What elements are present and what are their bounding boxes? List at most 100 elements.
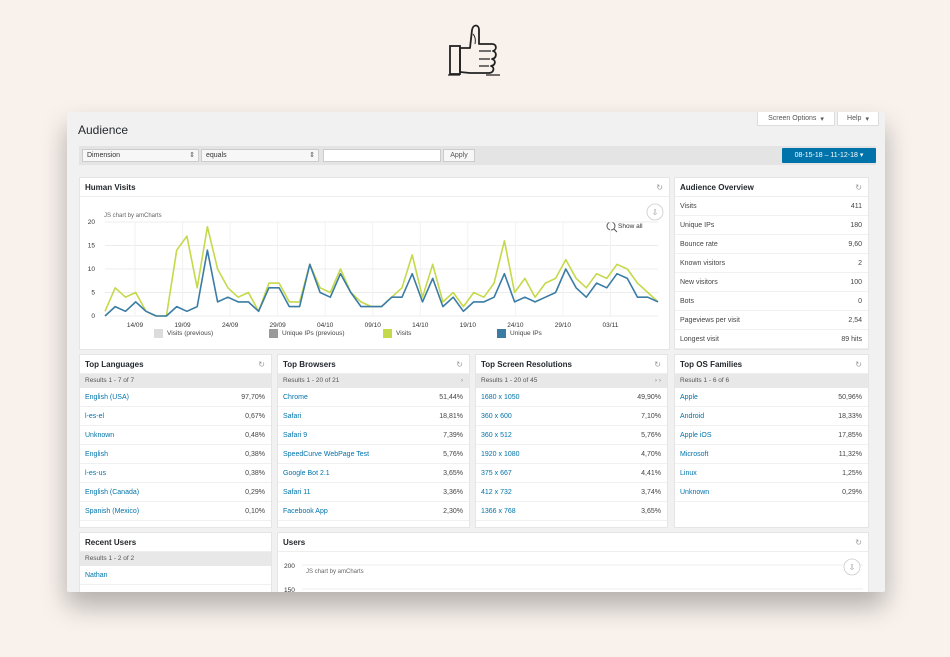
apply-button[interactable]: Apply xyxy=(443,149,475,162)
row-value: 97,70% xyxy=(241,393,265,401)
row-label[interactable]: 412 x 732 xyxy=(481,488,512,496)
row-label[interactable]: 360 x 512 xyxy=(481,431,512,439)
row-label[interactable]: l-es-us xyxy=(85,469,107,477)
help-label: Help xyxy=(847,115,862,122)
help-button[interactable]: Help ▾ xyxy=(837,112,879,126)
export-button[interactable]: ⇩ xyxy=(843,558,861,576)
screen-options-button[interactable]: Screen Options ▾ xyxy=(757,112,835,126)
row-value: 5,76% xyxy=(443,450,463,458)
row-label[interactable]: Unknown xyxy=(85,431,115,439)
dimension-select[interactable]: Dimension ⇕ xyxy=(82,149,199,162)
row-value: 180 xyxy=(850,221,862,229)
refresh-icon[interactable]: ↻ xyxy=(855,360,862,369)
panel-title: Audience Overview ↻ xyxy=(675,178,868,197)
row-label[interactable]: 375 x 667 xyxy=(481,469,512,477)
y-tick-label: 150 xyxy=(284,587,295,592)
row-label[interactable]: Safari 11 xyxy=(283,488,311,496)
row-value: 0,29% xyxy=(842,488,862,496)
row-label[interactable]: SpeedCurve WebPage Test xyxy=(283,450,370,458)
x-tick-label: 04/10 xyxy=(317,322,334,329)
legend-swatch xyxy=(497,329,506,338)
results-header: Results 1 - 6 of 6 xyxy=(675,374,868,388)
recent-users-panel: Recent Users Results 1 - 2 of 2 Nathan xyxy=(79,532,272,592)
x-tick-label: 19/10 xyxy=(460,322,477,329)
row-label: Bounce rate xyxy=(680,240,718,248)
refresh-icon[interactable]: ↻ xyxy=(654,360,661,369)
row-label[interactable]: Safari 9 xyxy=(283,431,308,439)
row-value: 0,67% xyxy=(245,412,265,420)
legend-swatch xyxy=(383,329,392,338)
table-row: Pageviews per visit 2,54 xyxy=(675,311,868,330)
next-page-icon[interactable]: › › xyxy=(654,377,661,384)
table-row: Google Bot 2.1 3,65% xyxy=(278,464,469,483)
refresh-icon[interactable]: ↻ xyxy=(456,360,463,369)
table-row: New visitors 100 xyxy=(675,273,868,292)
results-count: Results 1 - 7 of 7 xyxy=(85,377,135,384)
row-label[interactable]: 1366 x 768 xyxy=(481,507,516,515)
row-label: Bots xyxy=(680,297,695,305)
row-label[interactable]: English (USA) xyxy=(85,393,129,401)
y-tick-label: 20 xyxy=(88,219,96,226)
panel-title: Users ↻ xyxy=(278,533,868,552)
table-row: Unknown 0,29% xyxy=(675,483,868,502)
x-tick-label: 29/09 xyxy=(269,322,286,329)
refresh-icon[interactable]: ↻ xyxy=(855,538,862,547)
row-label[interactable]: 1920 x 1080 xyxy=(481,450,520,458)
row-label[interactable]: Apple xyxy=(680,393,698,401)
row-label[interactable]: Chrome xyxy=(283,393,308,401)
table-row: Microsoft 11,32% xyxy=(675,445,868,464)
row-value: 11,32% xyxy=(838,450,862,458)
zoom-icon-handle xyxy=(613,228,618,233)
date-range-button[interactable]: 08-15-18 – 11-12-18 ▾ xyxy=(782,148,876,163)
row-value: 4,70% xyxy=(641,450,661,458)
row-label[interactable]: English xyxy=(85,450,108,458)
panel-title: Recent Users xyxy=(80,533,271,552)
row-label[interactable]: 1680 x 1050 xyxy=(481,393,520,401)
x-tick-label: 14/10 xyxy=(412,322,429,329)
table-row: 1920 x 1080 4,70% xyxy=(476,445,667,464)
table-row: 1366 x 768 3,65% xyxy=(476,502,667,521)
table-row: Bots 0 xyxy=(675,292,868,311)
results-count: Results 1 - 6 of 6 xyxy=(680,377,730,384)
y-tick-label: 10 xyxy=(88,266,96,273)
next-page-icon[interactable]: › xyxy=(460,377,463,384)
os-rows: Apple 50,96% Android 18,33% Apple iOS 17,85% M… xyxy=(675,388,868,502)
row-label[interactable]: Microsoft xyxy=(680,450,709,458)
export-button[interactable]: ⇩ xyxy=(646,203,664,221)
row-label[interactable]: Spanish (Mexico) xyxy=(85,507,140,515)
row-label[interactable]: English (Canada) xyxy=(85,488,140,496)
filter-value-input[interactable] xyxy=(323,149,441,162)
refresh-icon[interactable]: ↻ xyxy=(258,360,265,369)
row-label[interactable]: Unknown xyxy=(680,488,710,496)
panel-title: Top Screen Resolutions ↻ xyxy=(476,355,667,374)
refresh-icon[interactable]: ↻ xyxy=(855,183,862,192)
results-header: Results 1 - 20 of 45 › › xyxy=(476,374,667,388)
row-label[interactable]: Apple iOS xyxy=(680,431,712,439)
row-label[interactable]: Linux xyxy=(680,469,697,477)
operator-select[interactable]: equals ⇕ xyxy=(201,149,319,162)
row-label[interactable]: l-es-el xyxy=(85,412,105,420)
row-label[interactable]: Nathan xyxy=(85,571,108,579)
select-arrows-icon: ⇕ xyxy=(309,152,315,159)
y-tick-label: 15 xyxy=(88,243,96,250)
table-row: 360 x 600 7,10% xyxy=(476,407,667,426)
date-range-label: 08-15-18 – 11-12-18 xyxy=(794,152,858,159)
row-label[interactable]: Safari xyxy=(283,412,302,420)
series-line-unique-ips xyxy=(104,249,659,317)
refresh-icon[interactable]: ↻ xyxy=(656,183,663,192)
table-row: 375 x 667 4,41% xyxy=(476,464,667,483)
download-icon: ⇩ xyxy=(849,563,856,572)
table-row: Linux 1,25% xyxy=(675,464,868,483)
row-value: 18,33% xyxy=(838,412,862,420)
top-os-panel: Top OS Families ↻ Results 1 - 6 of 6 App… xyxy=(674,354,869,528)
row-label[interactable]: 360 x 600 xyxy=(481,412,512,420)
row-label: Known visitors xyxy=(680,259,726,267)
show-all-button[interactable]: Show all xyxy=(606,221,643,233)
row-label[interactable]: Android xyxy=(680,412,705,420)
top-browsers-panel: Top Browsers ↻ Results 1 - 20 of 21 › Ch… xyxy=(277,354,470,528)
row-label[interactable]: Facebook App xyxy=(283,507,328,515)
show-all-label: Show all xyxy=(618,223,643,230)
row-label[interactable]: Google Bot 2.1 xyxy=(283,469,330,477)
results-header: Results 1 - 2 of 2 xyxy=(80,552,271,566)
panel-title: Human Visits ↻ xyxy=(80,178,669,197)
